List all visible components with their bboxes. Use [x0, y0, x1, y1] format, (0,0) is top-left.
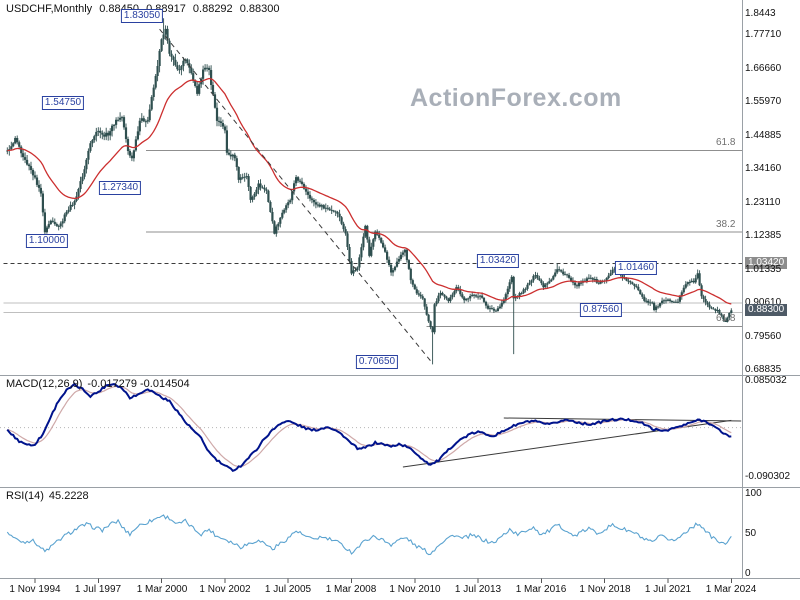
rsi-axis-label: 100 — [745, 488, 762, 499]
ohlc-low: 0.88292 — [192, 3, 233, 15]
price-axis-label: 1.77710 — [745, 29, 782, 40]
time-axis-label: 1 Nov 2018 — [579, 584, 631, 595]
time-axis-label: 1 Jul 1997 — [74, 584, 122, 595]
price-axis-label: 1.44885 — [745, 130, 782, 141]
price-axis-label: 1.03420 — [745, 257, 788, 269]
rsi-indicator-label: RSI(14) 45.2228 — [6, 490, 89, 502]
price-axis-label: 0.79560 — [745, 331, 782, 342]
time-axis-label: 1 Mar 2024 — [705, 584, 757, 595]
price-axis-label: 1.34160 — [745, 163, 782, 174]
time-axis-label: 1 Jul 2013 — [454, 584, 502, 595]
price-tag[interactable]: 0.87560 — [579, 303, 623, 317]
price-tag[interactable]: 0.70650 — [355, 355, 399, 369]
price-axis-label: 1.66660 — [745, 63, 782, 74]
fib-level-label: 61.8 — [716, 137, 736, 148]
rsi-name: RSI(14) — [6, 490, 44, 502]
price-axis-label: 0.88300 — [745, 304, 788, 316]
time-axis-label: 1 Jul 2005 — [264, 584, 312, 595]
macd-indicator-label: MACD(12,26,9) -0.017279 -0.014504 — [6, 378, 190, 390]
price-tag[interactable]: 1.54750 — [41, 96, 85, 110]
price-axis-label: 1.55970 — [745, 96, 782, 107]
price-tag[interactable]: 1.03420 — [476, 254, 520, 268]
macd-axis-label: -0.090302 — [745, 471, 791, 482]
ohlc-readout: USDCHF,Monthly 0.88450 0.88917 0.88292 0… — [6, 3, 284, 15]
time-axis-label: 1 Jul 2021 — [644, 584, 692, 595]
ohlc-close: 0.88300 — [239, 3, 280, 15]
time-axis-label: 1 Mar 2008 — [325, 584, 377, 595]
time-axis-label: 1 Nov 1994 — [9, 584, 61, 595]
fib-level-label: 38.2 — [716, 219, 736, 230]
price-axis-label: 1.23110 — [745, 197, 781, 208]
price-axis-label: 0.90610 — [745, 297, 782, 308]
price-axis-label: 1.8443 — [745, 8, 776, 19]
time-axis-label: 1 Nov 2002 — [199, 584, 251, 595]
price-axis-label: 1.12385 — [745, 230, 782, 241]
price-tag[interactable]: 1.27340 — [98, 181, 142, 195]
symbol-timeframe-label: USDCHF,Monthly — [6, 3, 93, 15]
rsi-axis-label: 0 — [745, 568, 751, 579]
price-tag[interactable]: 1.01460 — [614, 261, 658, 275]
rsi-axis-label: 50 — [745, 528, 757, 539]
fib-level-label: 61.8 — [716, 313, 736, 324]
time-axis-label: 1 Nov 2010 — [389, 584, 441, 595]
rsi-values: 45.2228 — [48, 490, 89, 502]
price-tag[interactable]: 1.83050 — [120, 9, 164, 23]
macd-values: -0.017279 -0.014504 — [87, 378, 190, 390]
watermark: ActionForex.com — [410, 84, 622, 112]
time-axis-label: 1 Mar 2000 — [136, 584, 188, 595]
macd-name: MACD(12,26,9) — [6, 378, 83, 390]
time-axis-label: 1 Mar 2016 — [515, 584, 567, 595]
price-axis-label: 0.68835 — [745, 364, 782, 375]
price-axis-label: 1.01335 — [745, 264, 782, 275]
price-tag[interactable]: 1.10000 — [25, 234, 69, 248]
macd-axis-label: 0.085032 — [745, 375, 787, 386]
